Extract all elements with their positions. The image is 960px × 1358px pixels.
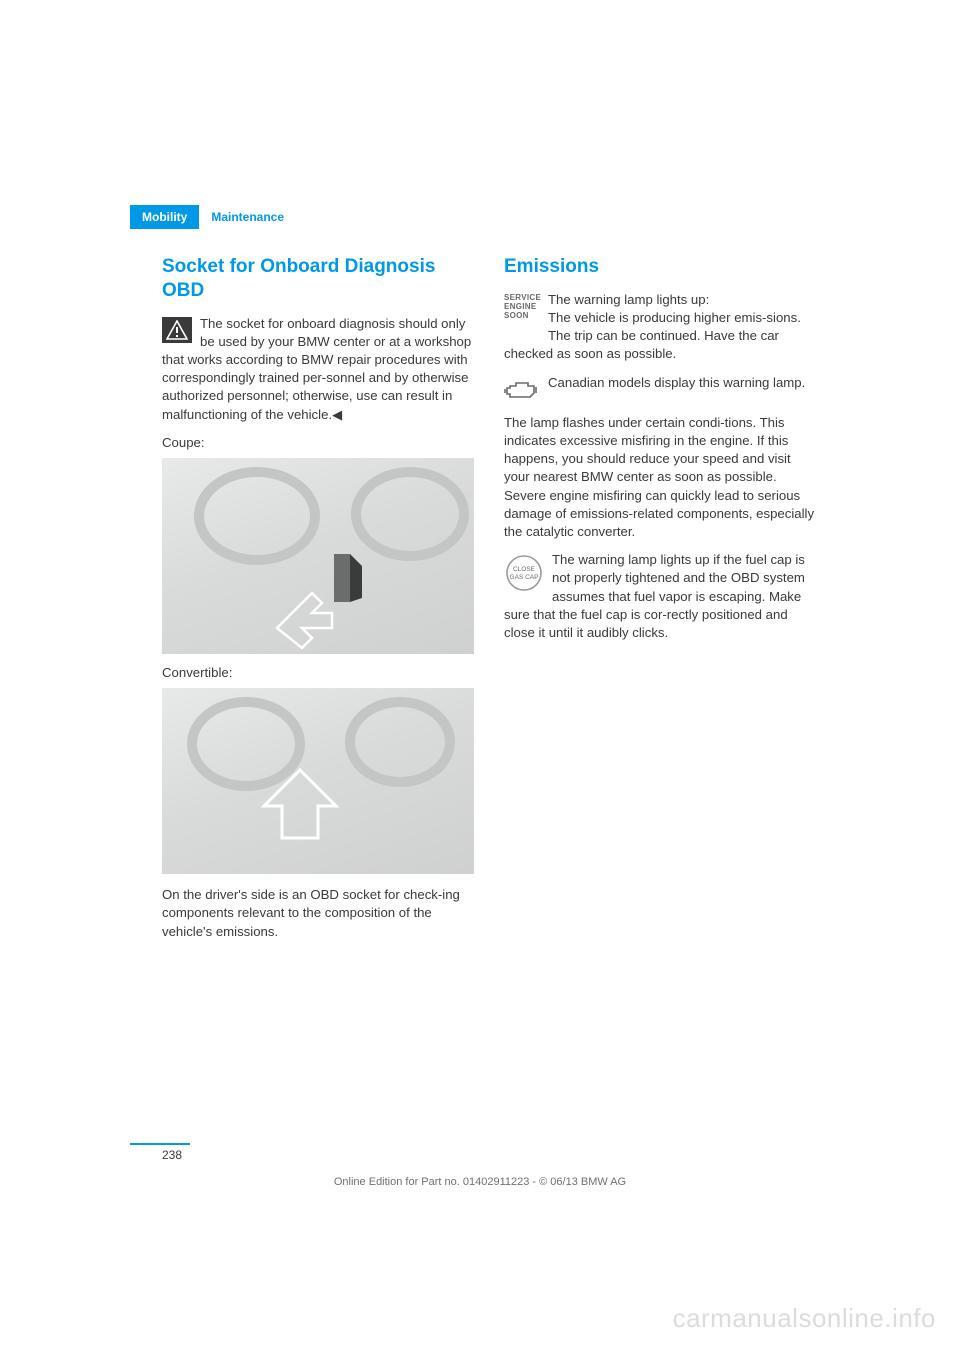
close-gas-cap-icon: CLOSE GAS CAP bbox=[504, 553, 544, 593]
heading-obd: Socket for Onboard Diagnosis OBD bbox=[162, 255, 474, 303]
footer-edition-line: Online Edition for Part no. 01402911223 … bbox=[0, 1176, 960, 1188]
convertible-label: Convertible: bbox=[162, 664, 474, 682]
emissions-p1a: The warning lamp lights up: bbox=[548, 292, 709, 307]
canadian-lamp-text: Canadian models display this warning lam… bbox=[548, 375, 805, 390]
heading-emissions: Emissions bbox=[504, 255, 816, 279]
warning-icon bbox=[162, 317, 192, 343]
obd-closing-text: On the driver's side is an OBD socket fo… bbox=[162, 886, 474, 941]
svg-text:CLOSE: CLOSE bbox=[513, 566, 536, 573]
service-engine-soon-icon: SERVICE ENGINE SOON bbox=[504, 293, 540, 331]
left-column: Socket for Onboard Diagnosis OBD The soc… bbox=[162, 255, 474, 951]
coupe-label: Coupe: bbox=[162, 434, 474, 452]
footer-rule bbox=[130, 1143, 190, 1145]
content-columns: Socket for Onboard Diagnosis OBD The soc… bbox=[162, 255, 830, 951]
page-number: 238 bbox=[162, 1148, 182, 1162]
tab-bar: Mobility Maintenance bbox=[130, 205, 296, 229]
gas-cap-text: The warning lamp lights up if the fuel c… bbox=[504, 552, 805, 640]
engine-outline-icon bbox=[504, 376, 540, 404]
manual-page: Mobility Maintenance Socket for Onboard … bbox=[0, 0, 960, 1358]
figure-coupe bbox=[162, 458, 474, 654]
watermark: carmanualsonline.info bbox=[673, 1303, 936, 1334]
svc-line-1: SERVICE bbox=[504, 293, 541, 302]
service-engine-block: SERVICE ENGINE SOON The warning lamp lig… bbox=[504, 291, 816, 364]
figure-convertible bbox=[162, 688, 474, 874]
canadian-lamp-block: Canadian models display this warning lam… bbox=[504, 374, 816, 404]
svg-text:GAS CAP: GAS CAP bbox=[510, 574, 539, 581]
warning-block: The socket for onboard diagnosis should … bbox=[162, 315, 474, 424]
tab-mobility: Mobility bbox=[130, 205, 199, 229]
svc-line-3: SOON bbox=[504, 311, 529, 320]
tab-maintenance: Maintenance bbox=[199, 205, 296, 229]
svc-line-2: ENGINE bbox=[504, 302, 536, 311]
gas-cap-block: CLOSE GAS CAP The warning lamp lights up… bbox=[504, 551, 816, 642]
warning-text: The socket for onboard diagnosis should … bbox=[162, 316, 471, 422]
right-column: Emissions SERVICE ENGINE SOON The warnin… bbox=[504, 255, 816, 951]
emissions-p1b: The vehicle is producing higher emis‐sio… bbox=[504, 310, 801, 361]
misfire-text: The lamp flashes under certain condi‐tio… bbox=[504, 414, 816, 542]
tab-rule bbox=[130, 205, 162, 207]
